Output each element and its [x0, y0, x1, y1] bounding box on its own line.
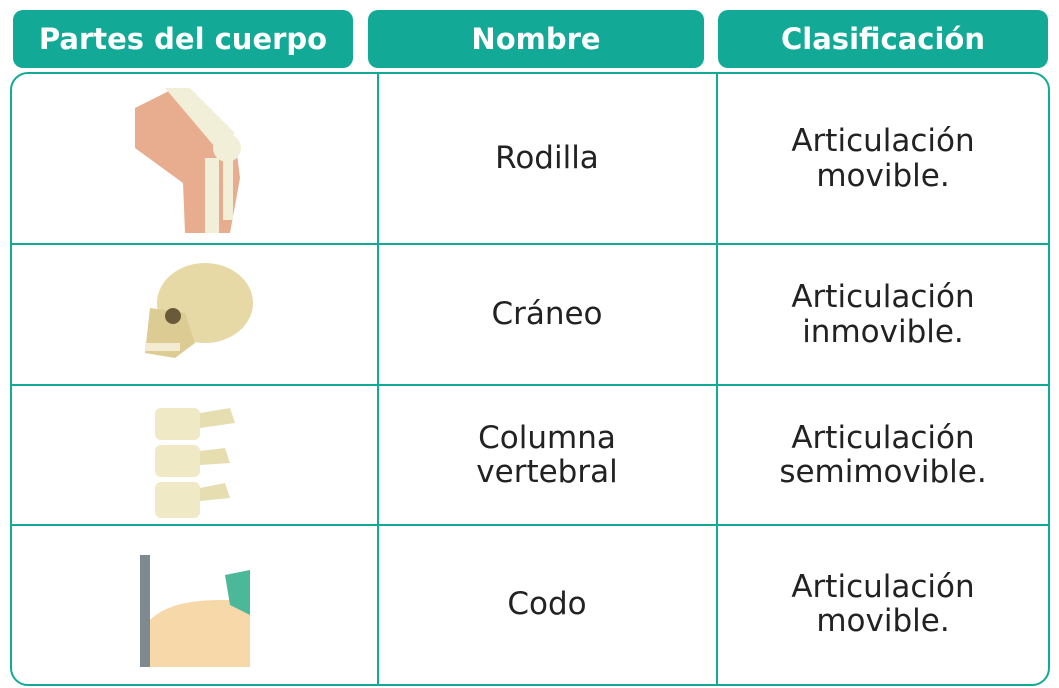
- column-divider: [377, 72, 379, 686]
- class-cell: Articulación inmovible.: [718, 245, 1048, 384]
- row-divider: [10, 384, 1050, 386]
- cell-text: Articulación movible.: [791, 123, 975, 194]
- spine-image: [155, 408, 235, 518]
- name-cell: Rodilla: [378, 74, 716, 243]
- name-cell: Codo: [378, 526, 716, 682]
- cell-text: Columna vertebral: [476, 419, 618, 490]
- name-cell: Columna vertebral: [378, 386, 716, 524]
- class-cell: Articulación movible.: [718, 526, 1048, 682]
- knee-image: [135, 88, 241, 233]
- column-divider: [716, 72, 718, 686]
- header-cell: Nombre: [368, 10, 704, 68]
- header-cell: Clasificación: [718, 10, 1048, 68]
- class-cell: Articulación semimovible.: [718, 386, 1048, 524]
- cell-text: Codo: [507, 585, 587, 622]
- cell-text: Articulación movible.: [791, 568, 975, 639]
- skull-image: [145, 263, 253, 358]
- table-body: [10, 72, 1050, 686]
- cell-text: Cráneo: [491, 296, 603, 333]
- cell-text: Rodilla: [495, 140, 599, 177]
- cell-text: Articulación inmovible.: [791, 279, 975, 350]
- row-divider: [10, 524, 1050, 526]
- name-cell: Cráneo: [378, 245, 716, 384]
- header-cell: Partes del cuerpo: [13, 10, 353, 68]
- class-cell: Articulación movible.: [718, 74, 1048, 243]
- row-divider: [10, 243, 1050, 245]
- elbow-image: [140, 555, 250, 667]
- cell-text: Articulación semimovible.: [779, 419, 987, 490]
